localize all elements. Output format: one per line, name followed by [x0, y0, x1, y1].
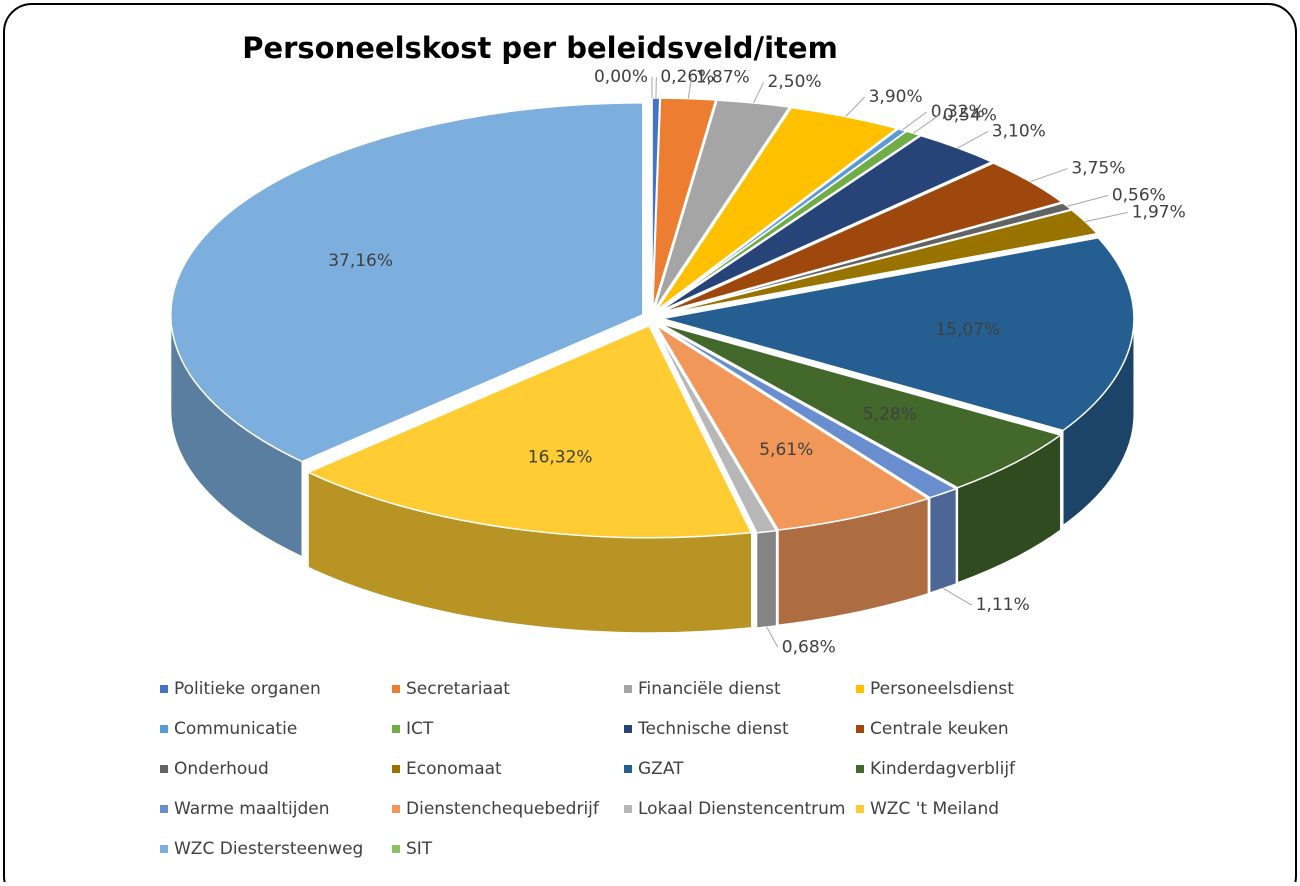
legend-label: Lokaal Dienstencentrum — [638, 799, 845, 819]
data-label: 3,10% — [992, 122, 1046, 142]
legend-swatch — [392, 765, 400, 773]
legend-swatch — [856, 805, 864, 813]
data-label: 0,00% — [594, 67, 648, 87]
legend-swatch — [160, 805, 168, 813]
legend-label: Centrale keuken — [870, 719, 1009, 739]
legend-label: Politieke organen — [174, 679, 321, 699]
data-label: 37,16% — [328, 251, 393, 271]
slice-side — [757, 531, 777, 628]
legend-label: Onderhoud — [174, 759, 269, 779]
legend-label: Technische dienst — [637, 719, 789, 739]
legend-label: Kinderdagverblijf — [870, 759, 1016, 779]
data-label: 3,75% — [1071, 159, 1125, 179]
legend-label: Economaat — [406, 759, 502, 779]
legend-label: Personeelsdienst — [870, 679, 1014, 699]
legend-label: WZC Diestersteenweg — [174, 839, 363, 859]
legend-label: Financiële dienst — [638, 679, 781, 699]
legend-swatch — [624, 765, 632, 773]
legend-swatch — [856, 685, 864, 693]
data-label: 16,32% — [528, 448, 593, 468]
legend-label: SIT — [406, 839, 433, 859]
chart-title: Personeelskost per beleidsveld/item — [242, 31, 838, 65]
legend-swatch — [160, 765, 168, 773]
data-label: 1,87% — [696, 67, 750, 87]
legend-swatch — [160, 685, 168, 693]
legend-label: ICT — [406, 719, 434, 739]
legend-swatch — [392, 725, 400, 733]
legend-label: Dienstenchequebedrijf — [406, 799, 600, 819]
legend-label: WZC 't Meiland — [870, 799, 999, 819]
legend-swatch — [624, 725, 632, 733]
legend-swatch — [160, 725, 168, 733]
data-label: 2,50% — [768, 72, 822, 92]
data-label: 0,54% — [943, 105, 997, 125]
data-label: 5,61% — [759, 440, 813, 460]
legend-swatch — [624, 685, 632, 693]
legend-swatch — [624, 805, 632, 813]
slice-side — [930, 489, 956, 593]
legend-label: Communicatie — [174, 719, 297, 739]
legend-label: Warme maaltijden — [174, 799, 330, 819]
legend-label: Secretariaat — [406, 679, 510, 699]
legend-swatch — [856, 725, 864, 733]
legend-swatch — [392, 685, 400, 693]
legend-swatch — [392, 805, 400, 813]
data-label: 15,07% — [935, 320, 1000, 340]
data-label: 1,97% — [1132, 202, 1186, 222]
data-label: 3,90% — [869, 87, 923, 107]
legend-label: GZAT — [638, 759, 684, 779]
legend-swatch — [392, 845, 400, 853]
legend-swatch — [160, 845, 168, 853]
data-label: 1,11% — [976, 595, 1030, 615]
legend-swatch — [856, 765, 864, 773]
data-label: 0,68% — [782, 637, 836, 657]
data-label: 5,28% — [863, 404, 917, 424]
